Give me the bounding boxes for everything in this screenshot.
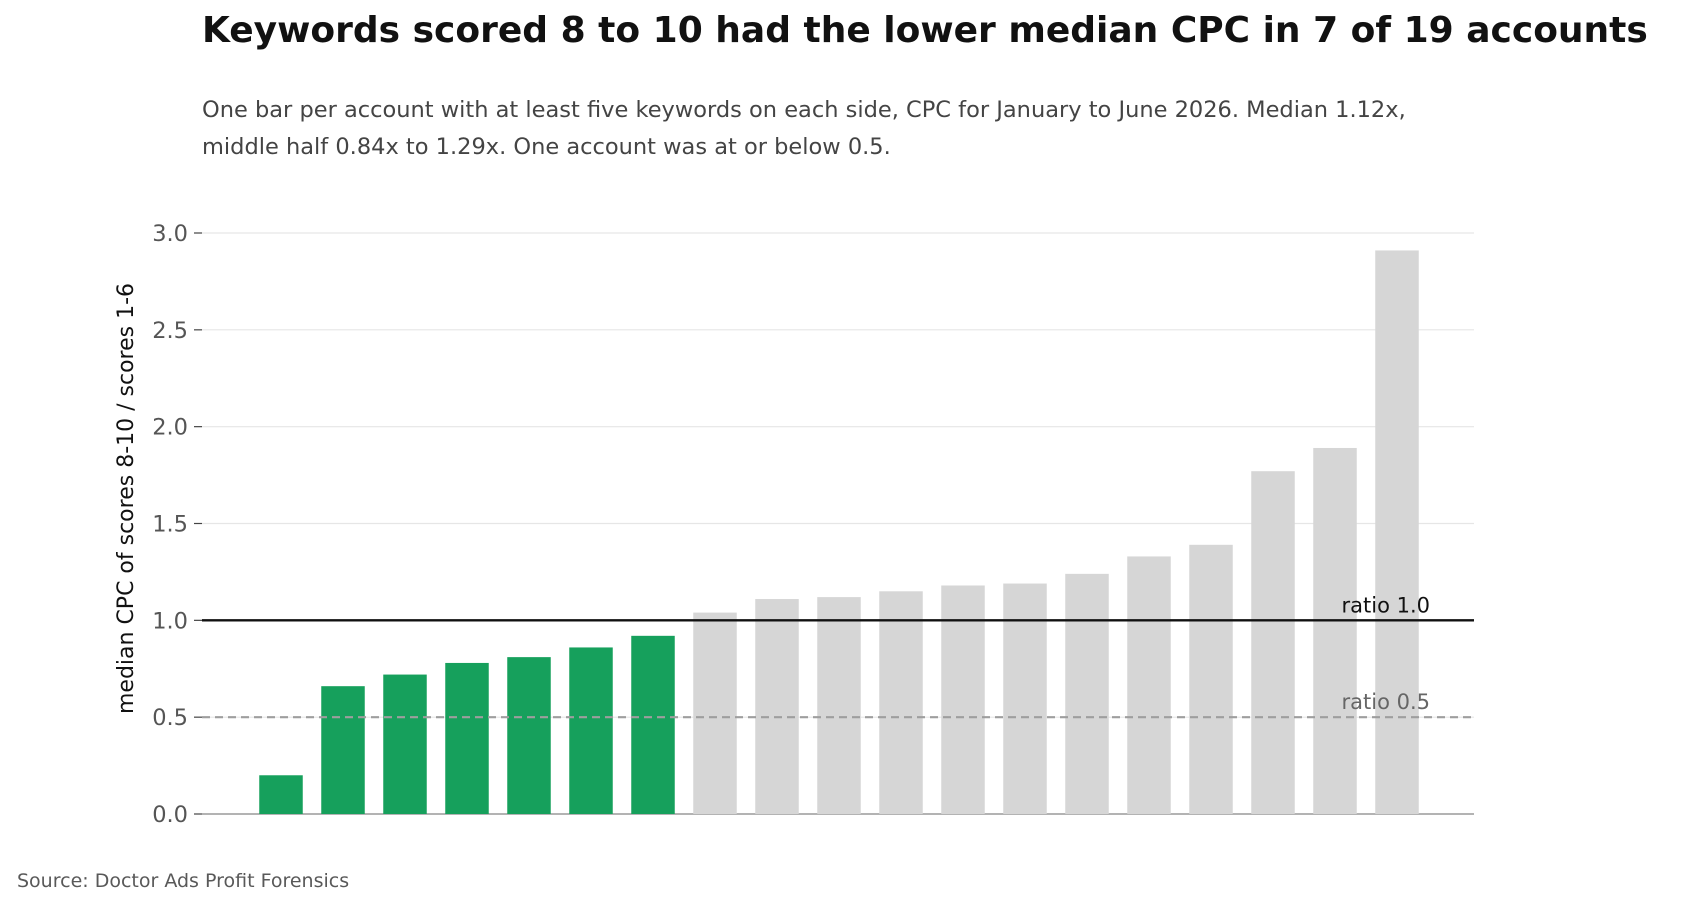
y-tick-label: 2.0 [152, 415, 188, 441]
bar-highlighted [445, 662, 489, 814]
chart-subtitle: One bar per account with at least five k… [202, 92, 1602, 166]
subtitle-line-1: One bar per account with at least five k… [202, 97, 1406, 123]
threshold-line-label: ratio 0.5 [1342, 690, 1431, 714]
y-axis-label: median CPC of scores 8-10 / scores 1-6 [114, 283, 139, 714]
bar-highlighted [321, 686, 365, 814]
y-tick-label: 1.5 [152, 512, 188, 538]
y-tick-label: 1.0 [152, 608, 188, 634]
bar [879, 591, 923, 814]
y-tick-label: 3.0 [152, 221, 188, 247]
bar [1127, 556, 1171, 814]
bar-highlighted [259, 775, 303, 814]
reference-lines: ratio 1.0 ratio 0.5 [202, 593, 1474, 719]
subtitle-line-2: middle half 0.84x to 1.29x. One account … [202, 134, 891, 160]
bar-highlighted [383, 674, 427, 814]
y-tick-label: 2.5 [152, 318, 188, 344]
reference-line-label: ratio 1.0 [1342, 593, 1431, 617]
bar [755, 599, 799, 814]
bar [1251, 471, 1295, 814]
chart-title: Keywords scored 8 to 10 had the lower me… [202, 10, 1648, 51]
bars [259, 250, 1419, 814]
bar [1003, 583, 1047, 814]
bar [1375, 250, 1419, 814]
bar [941, 585, 985, 814]
bar-highlighted [631, 635, 675, 814]
y-tick-label: 0.5 [152, 705, 188, 731]
source-note: Source: Doctor Ads Profit Forensics [17, 870, 350, 892]
y-tick-label: 0.0 [152, 802, 188, 828]
bar-highlighted [507, 657, 551, 814]
y-axis: 0.0 0.5 1.0 1.5 2.0 2.5 3.0 [152, 221, 202, 828]
bar [693, 612, 737, 814]
bar [817, 597, 861, 814]
bar [1189, 544, 1233, 814]
bar-highlighted [569, 647, 613, 814]
bar [1313, 447, 1357, 814]
bar [1065, 573, 1109, 814]
